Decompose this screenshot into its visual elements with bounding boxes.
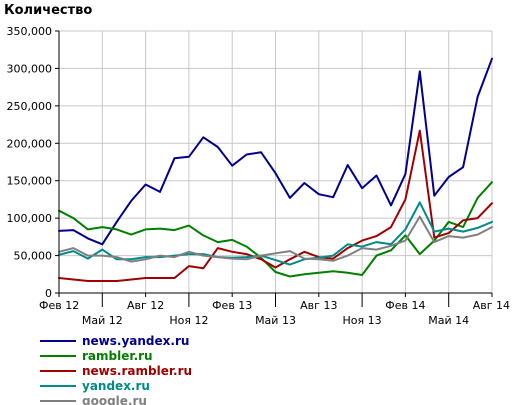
legend: news.yandex.rurambler.runews.rambler.ruy… <box>40 334 192 405</box>
x-tick-label: Май 12 <box>82 314 123 327</box>
series-lines <box>58 57 493 282</box>
x-tick-label: Авг 12 <box>127 299 164 312</box>
y-tick-label: 250,000 <box>7 100 53 113</box>
legend-label: google.ru <box>82 394 147 405</box>
gridlines <box>59 30 493 293</box>
y-tick-label: 50,000 <box>14 250 53 263</box>
x-tick-label: Май 14 <box>428 314 469 327</box>
y-tick-label: 100,000 <box>7 212 53 225</box>
series-line-news-yandex-ru <box>58 57 493 246</box>
legend-label: rambler.ru <box>82 349 153 363</box>
y-tick-label: 200,000 <box>7 137 53 150</box>
x-tick-label: Ноя 13 <box>343 314 382 327</box>
x-tick-label: Ноя 12 <box>169 314 208 327</box>
series-line-google-ru <box>58 215 493 263</box>
chart-title: Количество <box>4 3 92 18</box>
x-tick-label: Авг 13 <box>300 299 337 312</box>
x-tick-label: Фев 14 <box>385 299 425 312</box>
y-tick-label: 350,000 <box>7 25 53 38</box>
y-tick-label: 150,000 <box>7 175 53 188</box>
y-tick-label: 300,000 <box>7 62 53 75</box>
series-line-news-rambler-ru <box>58 129 493 282</box>
x-tick-label: Фев 12 <box>39 299 79 312</box>
y-tick-label: 0 <box>45 287 52 300</box>
y-axis-tick-labels: 0 50,000 100,000 150,000 200,000 250,000 300,0… <box>7 25 59 300</box>
series-line-yandex-ru <box>58 201 493 266</box>
x-tick-label: Фев 13 <box>212 299 252 312</box>
x-tick-label: Май 13 <box>255 314 296 327</box>
legend-label: news.rambler.ru <box>82 364 192 378</box>
series-line-rambler-ru <box>58 181 493 278</box>
x-tick-label: Авг 14 <box>473 299 510 312</box>
legend-label: yandex.ru <box>82 379 150 393</box>
legend-label: news.yandex.ru <box>82 334 189 348</box>
